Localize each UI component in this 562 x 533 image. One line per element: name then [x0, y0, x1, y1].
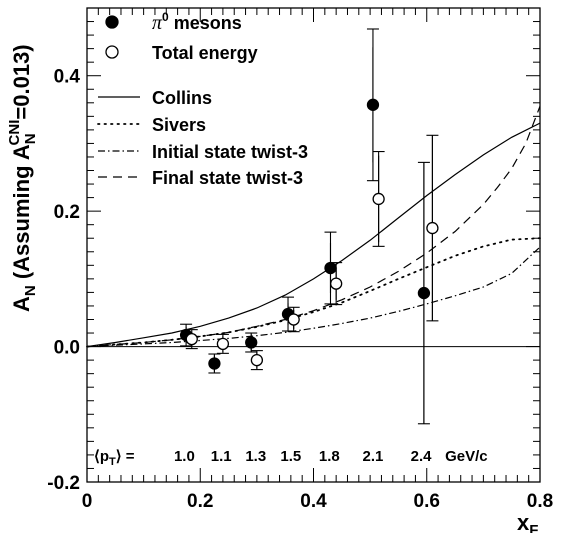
- legend-label-pi0: π0 mesons: [152, 10, 242, 34]
- axes: [86, 7, 541, 483]
- filled-circle-marker: [366, 98, 380, 111]
- legend-label-sivers: Sivers: [152, 115, 206, 135]
- total-energy-point: [250, 350, 264, 371]
- y-axis-label: AN (Assuming ANCNI=0.013): [6, 44, 39, 312]
- axis-labels: xF AN (Assuming ANCNI=0.013): [6, 44, 538, 533]
- pt-value: 2.4: [411, 448, 433, 465]
- pt-value: 1.3: [245, 448, 266, 465]
- total-energy-point: [216, 333, 230, 354]
- pi0-point: [366, 28, 380, 182]
- x-tick-label: 0: [82, 491, 93, 512]
- pi0-point: [417, 161, 431, 425]
- pi0-point: [245, 332, 258, 353]
- tick-labels: 0 0.2 0.4 0.6 0.8 -0.2 0.0 0.2 0.4: [47, 67, 553, 512]
- curve-final-state-twist-3: [86, 105, 541, 348]
- open-circle-marker: [185, 332, 198, 346]
- y-tick-label: 0.4: [54, 67, 81, 88]
- open-circle-marker: [250, 353, 264, 367]
- legend-label-collins: Collins: [152, 88, 212, 108]
- filled-circle-marker: [417, 286, 431, 300]
- pt-unit: GeV/c: [445, 448, 488, 465]
- pt-row: ⟨pT⟩ = 1.0 1.1 1.3 1.5 1.8 2.1 2.4 GeV/c: [94, 448, 488, 468]
- x-axis-label: xF: [517, 510, 538, 533]
- total-energy-point: [329, 262, 343, 306]
- legend-label-final-state-twist-3: Final state twist-3: [152, 168, 303, 188]
- curve-collins: [86, 122, 541, 348]
- filled-circle-marker: [208, 357, 221, 370]
- x-tick-label: 0.4: [300, 491, 327, 512]
- theory-curves: [86, 105, 541, 348]
- curve-initial-state-twist-3: [86, 246, 541, 348]
- open-circle-marker: [372, 192, 385, 206]
- pt-value: 2.1: [363, 448, 384, 465]
- open-circle-marker: [329, 277, 343, 290]
- y-tick-label: 0.2: [54, 202, 80, 223]
- legend-marker-total-energy: [105, 45, 119, 59]
- total-energy-point: [426, 134, 439, 322]
- pt-value: 1.1: [211, 448, 232, 465]
- legend: π0 mesons Total energy Collins Sivers Initia…: [97, 10, 308, 188]
- legend-label-total-energy: Total energy: [152, 43, 258, 63]
- total-energy-point: [287, 306, 300, 333]
- pt-value: 1.5: [280, 448, 301, 465]
- y-tick-label: -0.2: [47, 473, 80, 494]
- x-tick-label: 0.2: [187, 491, 213, 512]
- open-circle-marker: [287, 313, 300, 326]
- data-points: [179, 28, 439, 425]
- open-circle-marker: [216, 337, 230, 351]
- pi0-point: [324, 231, 337, 305]
- total-energy-point: [185, 329, 198, 350]
- y-tick-label: 0.0: [54, 338, 80, 359]
- legend-label-initial-state-twist-3: Initial state twist-3: [152, 142, 308, 162]
- x-tick-label: 0.6: [414, 491, 440, 512]
- curve-sivers: [86, 237, 541, 348]
- filled-circle-marker: [324, 261, 337, 275]
- open-circle-marker: [426, 221, 439, 235]
- total-energy-point: [372, 151, 385, 247]
- pi0-point: [208, 353, 221, 374]
- x-tick-label: 0.8: [527, 491, 553, 512]
- pt-value: 1.8: [319, 448, 340, 465]
- pt-label: ⟨pT⟩ =: [94, 448, 135, 468]
- pt-value: 1.0: [174, 448, 195, 465]
- filled-circle-marker: [245, 336, 258, 349]
- legend-marker-pi0: [105, 15, 119, 29]
- plot-frame: [86, 7, 541, 483]
